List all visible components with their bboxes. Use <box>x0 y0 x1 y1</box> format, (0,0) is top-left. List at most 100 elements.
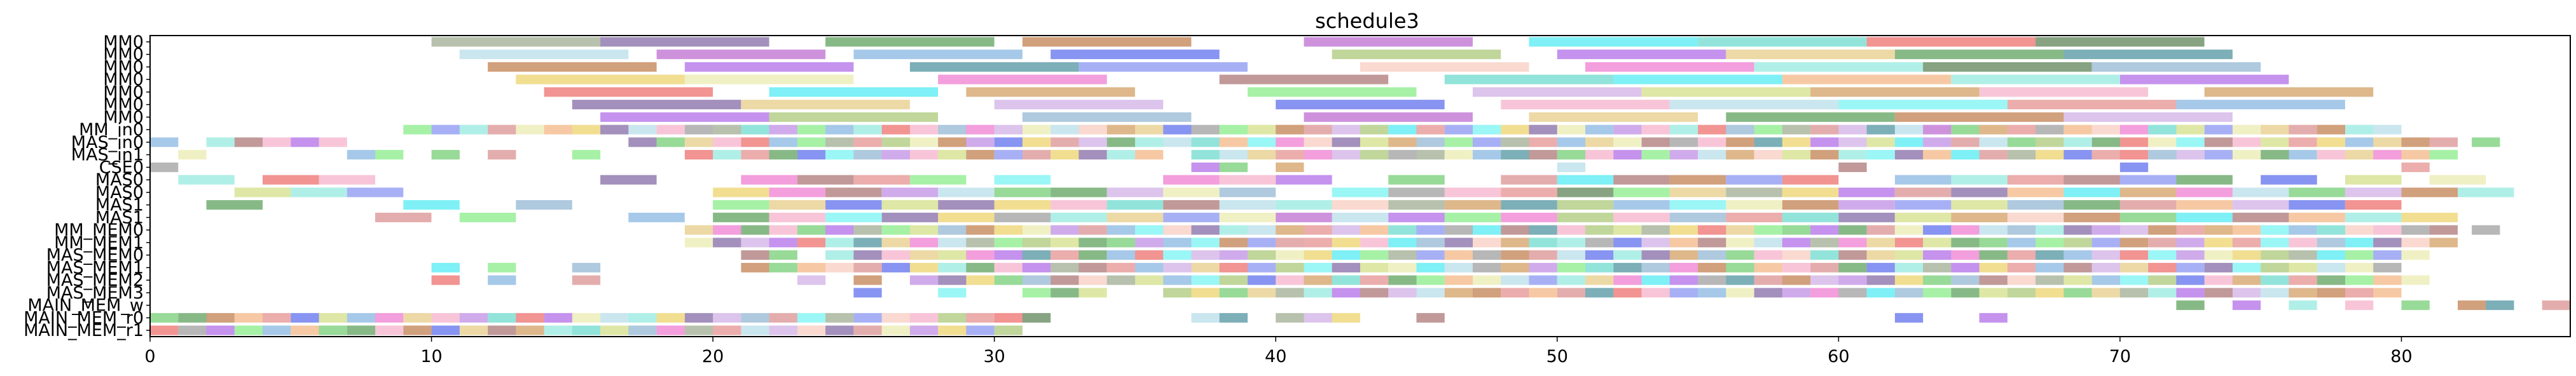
task-bar <box>1866 150 1895 160</box>
task-bar <box>1557 275 1586 285</box>
task-bar <box>2063 288 2092 298</box>
row-label: MM_MEM0 <box>54 220 144 240</box>
task-bar <box>1754 250 1782 260</box>
task-bar <box>909 250 939 260</box>
task-bar <box>1894 312 1924 323</box>
task-bar <box>1473 262 1501 272</box>
task-bar <box>1444 74 1614 84</box>
task-bar <box>2007 275 2036 285</box>
task-bar <box>2007 212 2064 222</box>
task-bar <box>1501 238 1529 248</box>
task-bar <box>1050 275 1079 285</box>
task-bar <box>2007 288 2036 298</box>
row-label: CSE0 <box>99 158 144 177</box>
task-bar <box>797 262 826 272</box>
task-bar <box>206 137 235 147</box>
task-bar <box>2007 150 2036 160</box>
task-bar <box>1501 275 1529 285</box>
task-bar <box>347 187 404 198</box>
task-bar <box>2401 250 2430 260</box>
task-bar <box>1754 225 1782 235</box>
task-bar <box>431 312 460 323</box>
task-bar <box>1501 137 1529 147</box>
task-bar <box>2232 225 2261 235</box>
task-bar <box>178 175 235 185</box>
task-bar <box>1022 250 1051 260</box>
task-bar <box>1050 250 1079 260</box>
task-bar <box>2261 150 2289 160</box>
task-bar <box>2232 262 2261 272</box>
task-bar <box>1641 288 1670 298</box>
task-bar <box>1754 137 1782 147</box>
task-bar <box>2289 200 2345 210</box>
task-bar <box>1810 275 1839 285</box>
task-bar <box>1641 87 1811 97</box>
task-bar <box>909 175 967 185</box>
task-bar <box>1726 124 1754 135</box>
task-bar <box>2091 150 2120 160</box>
task-bar <box>1191 288 1220 298</box>
task-bar <box>572 262 601 272</box>
task-bar <box>2063 124 2092 135</box>
task-bar <box>1163 200 1220 210</box>
task-bar <box>1529 275 1557 285</box>
task-bar <box>2063 175 2120 185</box>
row-label: MAS1 <box>95 196 144 215</box>
task-bar <box>1022 112 1192 122</box>
task-bar <box>2007 124 2036 135</box>
task-bar <box>797 175 854 185</box>
task-bar <box>1754 150 1782 160</box>
task-bar <box>1866 124 1895 135</box>
task-bar <box>1726 238 1754 248</box>
task-bar <box>1613 225 1642 235</box>
task-bar <box>1979 124 2008 135</box>
task-bar <box>741 100 910 110</box>
task-bar <box>1501 187 1557 198</box>
task-bar <box>2007 200 2064 210</box>
task-bar <box>431 37 601 47</box>
task-bar <box>1613 212 1670 222</box>
task-bar <box>2007 175 2064 185</box>
task-bar <box>431 124 460 135</box>
task-bar <box>1951 124 1980 135</box>
task-bar <box>1810 87 1980 97</box>
task-bar <box>319 137 347 147</box>
task-bar <box>1050 212 1107 222</box>
task-bar <box>1219 262 1248 272</box>
task-bar <box>1022 312 1051 323</box>
task-bar <box>2176 175 2233 185</box>
task-bar <box>2204 225 2233 235</box>
task-bar <box>741 325 769 335</box>
task-bar <box>1304 312 1332 323</box>
task-bar <box>1951 212 2008 222</box>
task-bar <box>741 137 769 147</box>
task-bar <box>966 238 995 248</box>
task-bar <box>1106 212 1164 222</box>
task-bar <box>1979 312 2008 323</box>
task-bar <box>1810 225 1839 235</box>
task-bar <box>1276 212 1332 222</box>
task-bar <box>1191 250 1220 260</box>
row-label: MAIN_MEM_r1 <box>24 321 144 340</box>
task-bar <box>1360 250 1389 260</box>
task-bar <box>1698 124 1726 135</box>
task-bar <box>1501 175 1557 185</box>
task-bar <box>2345 238 2374 248</box>
task-bar <box>909 124 939 135</box>
task-bar <box>2458 187 2514 198</box>
task-bar <box>375 150 404 160</box>
task-bar <box>2148 137 2177 147</box>
task-bar <box>938 312 967 323</box>
task-bar <box>1332 137 1360 147</box>
task-bar <box>1669 100 1839 110</box>
task-bars <box>150 37 2570 335</box>
task-bar <box>797 325 826 335</box>
task-bar <box>516 124 544 135</box>
task-bar <box>1698 275 1726 285</box>
task-bar <box>825 225 854 235</box>
task-bar <box>488 275 516 285</box>
task-bar <box>1248 288 1276 298</box>
task-bar <box>741 250 769 260</box>
task-bar <box>1754 238 1782 248</box>
